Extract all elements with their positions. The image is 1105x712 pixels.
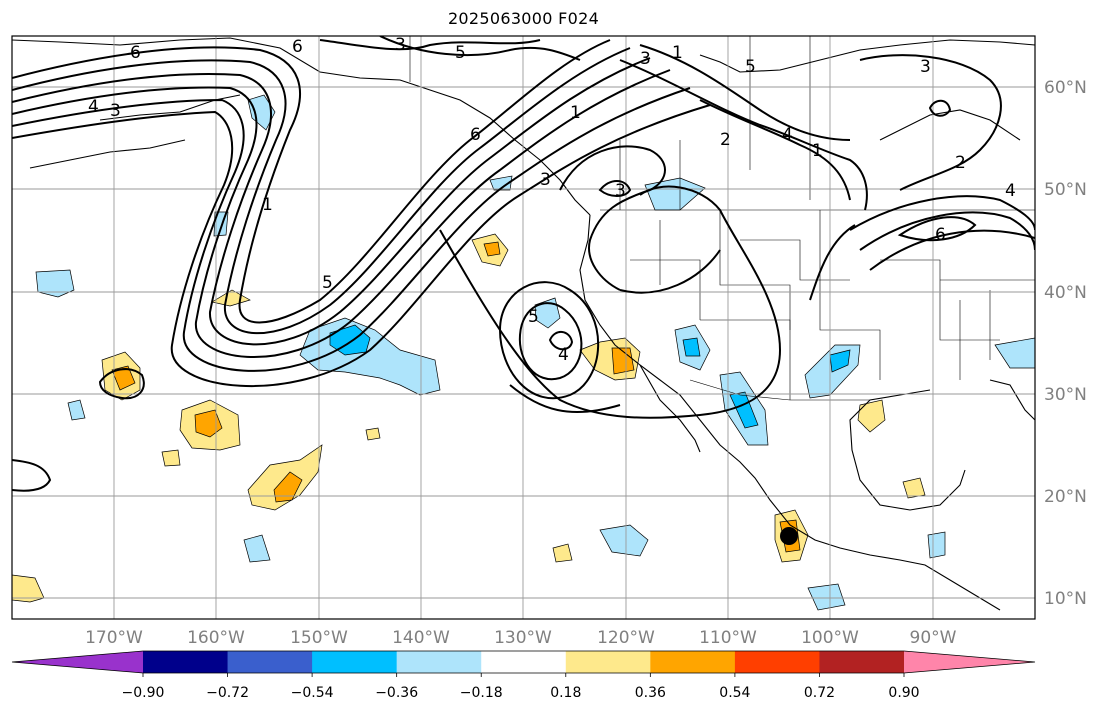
- lat-label: 20°N: [1044, 487, 1087, 507]
- colorbar-segment: [565, 651, 651, 673]
- lon-label: 110°W: [699, 628, 757, 648]
- colorbar-tick-label: 0.90: [888, 685, 919, 701]
- map-area: [12, 36, 1035, 619]
- blue-patch: [682, 337, 701, 357]
- colorbar-tick-label: −0.90: [122, 685, 165, 701]
- contour-label: 3: [395, 35, 406, 55]
- contour-label: 1: [812, 141, 823, 161]
- lon-label: 140°W: [392, 628, 450, 648]
- colorbar-segment: [650, 651, 736, 673]
- colorbar-tick-label: −0.54: [291, 685, 334, 701]
- contour-label: 3: [640, 49, 651, 69]
- colorbar-extend-high: [904, 651, 1035, 673]
- yellow-patch: [161, 449, 181, 467]
- colorbar-tick-label: 0.18: [550, 685, 581, 701]
- contour-label: 2: [955, 153, 966, 173]
- orange-patch: [273, 471, 303, 503]
- coastlines: [12, 37, 1035, 611]
- yellow-patch: [12, 574, 45, 603]
- blue-patch: [67, 399, 86, 421]
- colorbar-segment: [734, 651, 820, 673]
- contour-label: 6: [470, 125, 481, 145]
- contour-label: 5: [322, 273, 333, 293]
- map-frame: [11, 35, 1036, 620]
- lat-label: 40°N: [1044, 283, 1087, 303]
- contour-label: 6: [935, 225, 946, 245]
- contour-label: 1: [262, 195, 273, 215]
- contour-label: 4: [558, 345, 569, 365]
- blue-patch: [729, 391, 759, 429]
- colorbar-tick-label: −0.18: [460, 685, 503, 701]
- contour-label: 4: [88, 97, 99, 117]
- contour-label: 5: [745, 57, 756, 77]
- lon-label: 130°W: [494, 628, 552, 648]
- colorbar-segment: [143, 651, 229, 673]
- contour-label: 3: [920, 57, 931, 77]
- lon-label: 100°W: [801, 628, 859, 648]
- shaded-field: [12, 94, 1035, 611]
- longitude-labels: 170°W 160°W 150°W 140°W 130°W 120°W 110°…: [85, 628, 957, 648]
- colorbar-extend-low: [12, 651, 143, 673]
- blue-patch: [489, 175, 513, 191]
- storm-center-dot: [780, 527, 798, 545]
- lat-label: 50°N: [1044, 180, 1087, 200]
- contour-lines: [12, 36, 1035, 492]
- contour-label: 3: [540, 170, 551, 190]
- yellow-patch: [552, 543, 573, 563]
- yellow-patch: [902, 477, 926, 499]
- colorbar: −0.90 −0.72 −0.54 −0.36 −0.18 0.18 0.36 0.54 0.7…: [11, 650, 1036, 701]
- colorbar-segment: [481, 651, 567, 673]
- orange-patch: [111, 365, 136, 391]
- contour-label: 5: [455, 43, 466, 63]
- contour-label: 2: [720, 130, 731, 150]
- lat-label: 10°N: [1044, 589, 1087, 609]
- contour-label: 4: [1005, 181, 1016, 201]
- contour-label: 1: [570, 103, 581, 123]
- lon-label: 90°W: [910, 628, 957, 648]
- contour-label: 6: [130, 43, 141, 63]
- lon-label: 160°W: [187, 628, 245, 648]
- colorbar-tick-label: 0.36: [635, 685, 666, 701]
- political-borders: [409, 36, 1035, 401]
- blue-patch: [35, 269, 75, 298]
- lon-label: 150°W: [290, 628, 348, 648]
- blue-patch: [994, 337, 1035, 369]
- contour-label: 3: [110, 101, 121, 121]
- contour-label: 5: [528, 307, 539, 327]
- colorbar-segment: [227, 651, 313, 673]
- colorbar-segment: [312, 651, 398, 673]
- lat-label: 30°N: [1044, 385, 1087, 405]
- colorbar-tick-label: 0.72: [804, 685, 835, 701]
- contour-label: 3: [615, 181, 626, 201]
- orange-patch: [483, 241, 501, 257]
- lon-label: 170°W: [85, 628, 143, 648]
- graticule: [12, 36, 1035, 619]
- blue-patch: [243, 534, 271, 563]
- blue-patch: [599, 524, 649, 557]
- colorbar-segment: [819, 651, 905, 673]
- contour-label: 6: [292, 37, 303, 57]
- orange-patch: [611, 347, 635, 375]
- contour-label: 1: [672, 43, 683, 63]
- colorbar-tick-label: 0.54: [719, 685, 750, 701]
- contour-label: 4: [782, 125, 793, 145]
- lon-label: 120°W: [597, 628, 655, 648]
- contour-label-group: 6 3 4 6 3 5 1 5 6 3 1 3 5 4 2 5 4 1 1 3 …: [88, 35, 1016, 365]
- blue-patch: [927, 531, 946, 559]
- latitude-labels: 60°N 50°N 40°N 30°N 20°N 10°N: [1044, 78, 1087, 609]
- blue-patch: [807, 583, 846, 611]
- yellow-patch: [365, 427, 381, 441]
- blue-patch: [534, 297, 561, 329]
- blue-patch: [829, 349, 851, 373]
- plot-title: 2025063000 F024: [447, 9, 600, 28]
- yellow-patch: [857, 399, 886, 433]
- colorbar-segment: [396, 651, 482, 673]
- lat-label: 60°N: [1044, 78, 1087, 98]
- colorbar-tick-label: −0.36: [375, 685, 418, 701]
- colorbar-tick-label: −0.72: [206, 685, 249, 701]
